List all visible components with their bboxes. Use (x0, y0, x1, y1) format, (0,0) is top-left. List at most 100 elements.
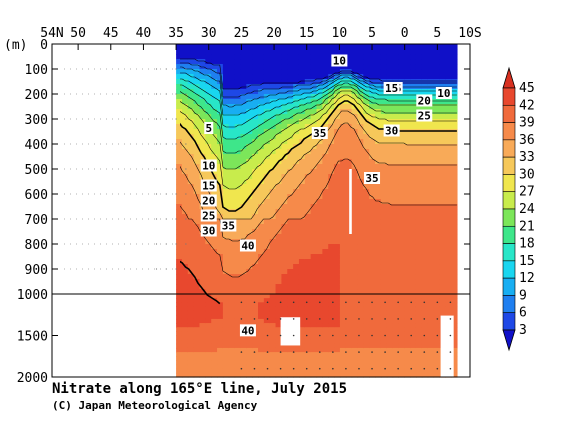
field-cell (269, 99, 277, 105)
field-cell (293, 364, 300, 370)
field-cell (351, 234, 359, 240)
field-cell (281, 244, 288, 250)
field-cell (357, 119, 364, 125)
field-cell (451, 364, 458, 370)
field-cell (269, 284, 277, 290)
field-cell (357, 356, 364, 361)
field-cell (334, 239, 341, 245)
field-cell (240, 269, 247, 275)
field-cell (211, 169, 218, 175)
field-cell (427, 169, 435, 175)
field-cell (451, 356, 458, 361)
field-cell (269, 94, 277, 100)
colorbar-label: 45 (519, 81, 535, 96)
field-cell (287, 174, 294, 180)
field-cell (439, 302, 446, 308)
field-cell (410, 249, 417, 255)
field-cell (433, 64, 440, 70)
field-cell (451, 159, 458, 165)
field-cell (176, 119, 183, 125)
field-cell (339, 294, 347, 299)
field-cell (187, 279, 195, 285)
field-cell (199, 74, 206, 80)
field-cell (427, 306, 435, 312)
field-cell (380, 224, 388, 230)
field-cell (351, 209, 359, 215)
field-cell (334, 49, 341, 55)
field-cell (322, 254, 329, 260)
field-cell (322, 174, 329, 180)
field-cell (427, 69, 435, 75)
field-cell (410, 189, 417, 195)
field-cell (205, 49, 212, 55)
field-cell (421, 264, 429, 270)
field-cell (322, 347, 329, 353)
field-cell (363, 335, 370, 341)
observation-point (155, 93, 158, 95)
field-cell (398, 109, 405, 115)
field-cell (339, 94, 347, 100)
field-cell (187, 298, 195, 303)
field-cell (328, 249, 335, 255)
field-cell (246, 219, 253, 225)
field-cell (404, 335, 411, 341)
field-cell (427, 124, 435, 130)
field-cell (433, 234, 440, 240)
field-cell (380, 289, 388, 295)
field-cell (322, 289, 329, 295)
field-cell (310, 164, 318, 170)
field-cell (433, 154, 440, 160)
field-cell (176, 259, 183, 265)
field-cell (310, 214, 318, 220)
field-cell (345, 335, 353, 341)
field-cell (451, 199, 458, 205)
field-cell (211, 298, 218, 303)
field-cell (176, 331, 183, 337)
field-cell (363, 79, 370, 85)
field-cell (240, 347, 247, 353)
field-cell (252, 314, 259, 320)
field-cell (421, 274, 429, 280)
field-cell (322, 294, 329, 299)
field-cell (228, 352, 236, 357)
field-cell (386, 352, 394, 357)
field-cell (369, 249, 376, 255)
observation-point (397, 351, 399, 353)
field-cell (357, 164, 364, 170)
field-cell (310, 99, 318, 105)
field-cell (193, 327, 201, 332)
field-cell (176, 99, 183, 105)
field-cell (375, 89, 382, 95)
field-cell (217, 134, 224, 140)
field-cell (375, 347, 382, 353)
field-cell (304, 54, 312, 60)
field-cell (205, 339, 212, 345)
field-cell (427, 74, 435, 80)
field-cell (228, 234, 236, 240)
field-cell (357, 335, 364, 341)
field-cell (351, 224, 359, 230)
colorbar-min-arrow (502, 329, 516, 352)
field-cell (351, 289, 359, 295)
field-cell (281, 49, 288, 55)
field-cell (445, 169, 452, 175)
field-cell (181, 94, 189, 100)
field-cell (345, 372, 353, 378)
field-cell (258, 169, 265, 175)
field-cell (345, 204, 353, 210)
field-cell (269, 298, 277, 303)
field-cell (310, 154, 318, 160)
field-cell (217, 306, 224, 312)
field-cell (398, 49, 405, 55)
field-cell (363, 298, 370, 303)
field-cell (386, 179, 394, 185)
field-cell (369, 323, 376, 328)
field-cell (322, 249, 329, 255)
field-cell (281, 229, 288, 235)
field-cell (363, 274, 370, 280)
field-cell (328, 109, 335, 115)
field-cell (205, 352, 212, 357)
field-cell (380, 144, 388, 150)
field-cell (310, 69, 318, 75)
field-cell (246, 149, 253, 155)
